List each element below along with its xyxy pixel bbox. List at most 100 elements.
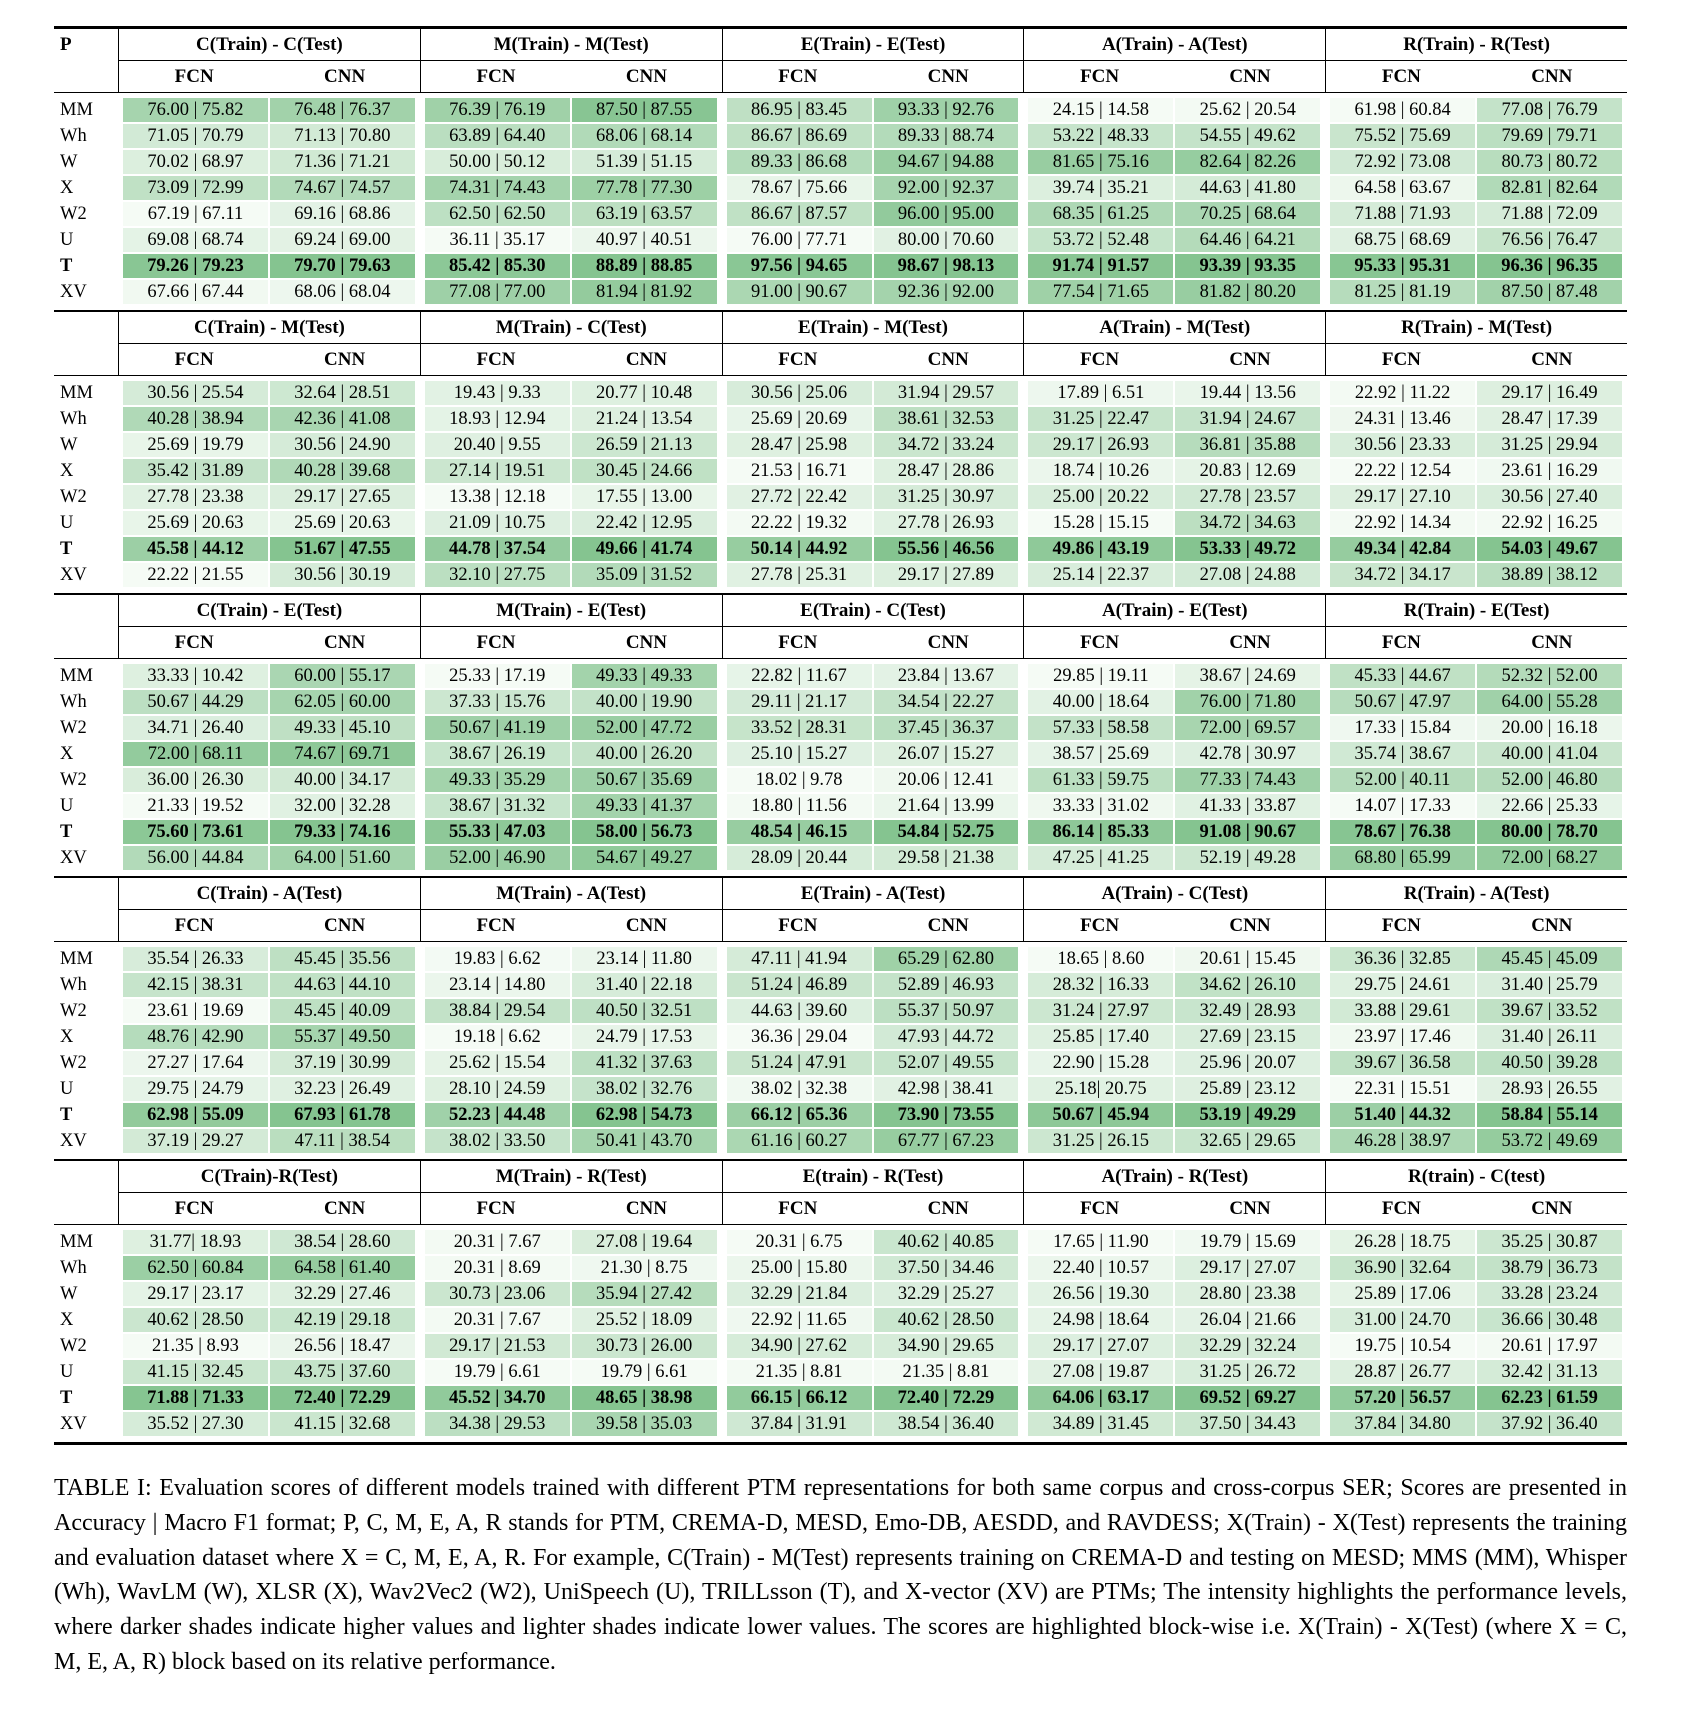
ptm-row-label: XV <box>60 564 87 585</box>
score-cell: 72.40 | 72.29 <box>269 1386 415 1410</box>
table-row: W2 36.00 | 26.30 40.00 | 34.17 49.33 | 35.2… <box>54 767 1627 793</box>
group-header: R(train) - C(test) <box>1325 1161 1627 1192</box>
score-cell: 29.17 | 27.07 <box>1175 1256 1321 1280</box>
score-cell: 60.00 | 55.17 <box>269 664 415 688</box>
score-cell: 28.32 | 16.33 <box>1028 973 1174 997</box>
score-cell: 80.00 | 78.70 <box>1477 820 1622 844</box>
score-cell: 19.44 | 13.56 <box>1175 381 1321 405</box>
subheader-fcn: FCN <box>778 65 818 87</box>
score-cell: 25.10 | 15.27 <box>726 742 872 766</box>
score-cell: 20.31 | 8.69 <box>424 1256 570 1280</box>
group-header: M(Train) - M(Test) <box>419 29 722 60</box>
score-cell: 69.16 | 68.86 <box>269 202 415 226</box>
table-row: MM 76.00 | 75.82 76.48 | 76.37 76.39 | 76.1… <box>54 97 1627 123</box>
ptm-row-label: W <box>60 151 78 172</box>
score-cell: 25.69 | 20.63 <box>269 511 415 535</box>
ptm-row-label: W2 <box>60 717 87 738</box>
score-cell: 39.67 | 36.58 <box>1330 1051 1476 1075</box>
score-cell: 24.98 | 18.64 <box>1028 1308 1174 1332</box>
score-cell: 77.54 | 71.65 <box>1028 280 1174 304</box>
score-cell: 38.67 | 24.69 <box>1175 664 1321 688</box>
score-cell: 34.72 | 33.24 <box>873 433 1019 457</box>
score-cell: 88.89 | 88.85 <box>571 254 717 278</box>
score-cell: 64.06 | 63.17 <box>1028 1386 1174 1410</box>
table-row: W2 67.19 | 67.11 69.16 | 68.86 62.50 | 62.5… <box>54 201 1627 227</box>
subheader-fcn: FCN <box>476 914 516 936</box>
score-cell: 22.31 | 15.51 <box>1330 1077 1476 1101</box>
group-header: E(train) - R(Test) <box>721 1161 1024 1192</box>
p-column-spacer <box>54 1193 118 1224</box>
score-cell: 20.77 | 10.48 <box>571 381 717 405</box>
score-cell: 18.02 | 9.78 <box>726 768 872 792</box>
score-cell: 32.49 | 28.93 <box>1175 999 1321 1023</box>
subheader-cnn: CNN <box>1229 1197 1271 1219</box>
subheader-fcn: FCN <box>778 631 818 653</box>
score-cell: 29.58 | 21.38 <box>873 846 1019 870</box>
subheader-row: FCN CNN FCN CNN FCN CNN FCN CNN FCN CNN <box>54 627 1627 659</box>
score-cell: 30.45 | 24.66 <box>571 459 717 483</box>
group-header-row: C(Train) - M(Test) M(Train) - C(Test) E(Tr… <box>54 312 1627 344</box>
score-cell: 25.18| 20.75 <box>1028 1077 1174 1101</box>
table-row: W2 34.71 | 26.40 49.33 | 45.10 50.67 | 41.1… <box>54 715 1627 741</box>
table-row: T 62.98 | 55.09 67.93 | 61.78 52.23 | 44.48… <box>54 1102 1627 1128</box>
score-cell: 52.00 | 46.80 <box>1477 768 1622 792</box>
score-cell: 20.31 | 6.75 <box>726 1230 872 1254</box>
score-cell: 86.67 | 86.69 <box>726 124 872 148</box>
score-cell: 38.67 | 26.19 <box>424 742 570 766</box>
subheader-cnn: CNN <box>324 1197 366 1219</box>
group-header: A(Train) - C(Test) <box>1023 878 1325 909</box>
score-cell: 45.33 | 44.67 <box>1330 664 1476 688</box>
score-cell: 22.22 | 19.32 <box>726 511 872 535</box>
table-row: T 45.58 | 44.12 51.67 | 47.55 44.78 | 37.54… <box>54 536 1627 562</box>
ptm-row-label: X <box>60 1026 74 1047</box>
score-cell: 50.67 | 41.19 <box>424 716 570 740</box>
table-row: T 75.60 | 73.61 79.33 | 74.16 55.33 | 47.03… <box>54 819 1627 845</box>
score-cell: 39.74 | 35.21 <box>1028 176 1174 200</box>
table-row: X 72.00 | 68.11 74.67 | 69.71 38.67 | 26.19… <box>54 741 1627 767</box>
score-cell: 63.19 | 63.57 <box>571 202 717 226</box>
score-cell: 54.03 | 49.67 <box>1477 537 1622 561</box>
score-cell: 14.07 | 17.33 <box>1330 794 1476 818</box>
score-cell: 96.36 | 96.35 <box>1477 254 1622 278</box>
score-cell: 38.54 | 28.60 <box>269 1230 415 1254</box>
subheader-fcn: FCN <box>174 65 214 87</box>
score-cell: 35.52 | 27.30 <box>123 1412 268 1436</box>
subheader-cnn: CNN <box>1229 348 1271 370</box>
score-cell: 74.67 | 69.71 <box>269 742 415 766</box>
score-cell: 23.61 | 19.69 <box>123 999 268 1023</box>
score-cell: 27.14 | 19.51 <box>424 459 570 483</box>
group-header: M(Train) - A(Test) <box>419 878 722 909</box>
p-column-spacer <box>54 61 118 92</box>
group-header-row: C(Train)-R(Test) M(Train) - R(Test) E(trai… <box>54 1161 1627 1193</box>
table-row: MM 35.54 | 26.33 45.45 | 35.56 19.83 | 6.62… <box>54 946 1627 972</box>
score-cell: 55.37 | 50.97 <box>873 999 1019 1023</box>
subheader-cnn: CNN <box>927 65 969 87</box>
score-cell: 35.42 | 31.89 <box>123 459 268 483</box>
score-cell: 54.67 | 49.27 <box>571 846 717 870</box>
score-cell: 31.25 | 26.15 <box>1028 1129 1174 1153</box>
score-cell: 74.67 | 74.57 <box>269 176 415 200</box>
score-cell: 25.69 | 20.63 <box>123 511 268 535</box>
score-cell: 42.78 | 30.97 <box>1175 742 1321 766</box>
caption-text: Evaluation scores of different models tr… <box>54 1475 1628 1675</box>
score-cell: 45.58 | 44.12 <box>123 537 268 561</box>
score-cell: 40.62 | 40.85 <box>873 1230 1019 1254</box>
score-cell: 52.07 | 49.55 <box>873 1051 1019 1075</box>
p-column-header <box>54 312 118 344</box>
score-cell: 28.47 | 25.98 <box>726 433 872 457</box>
p-column-header <box>54 595 118 627</box>
score-cell: 49.33 | 49.33 <box>571 664 717 688</box>
score-cell: 45.52 | 34.70 <box>424 1386 570 1410</box>
score-cell: 76.56 | 76.47 <box>1477 228 1622 252</box>
score-cell: 19.83 | 6.62 <box>424 947 570 971</box>
table-caption: TABLE I: Evaluation scores of different … <box>54 1471 1627 1680</box>
score-cell: 37.19 | 29.27 <box>123 1129 268 1153</box>
score-cell: 44.78 | 37.54 <box>424 537 570 561</box>
score-cell: 97.56 | 94.65 <box>726 254 872 278</box>
score-cell: 55.37 | 49.50 <box>269 1025 415 1049</box>
subheader-fcn: FCN <box>1080 65 1120 87</box>
score-cell: 30.56 | 25.54 <box>123 381 268 405</box>
score-cell: 51.24 | 46.89 <box>726 973 872 997</box>
score-cell: 21.35 | 8.81 <box>726 1360 872 1384</box>
subheader-cnn: CNN <box>1531 348 1573 370</box>
